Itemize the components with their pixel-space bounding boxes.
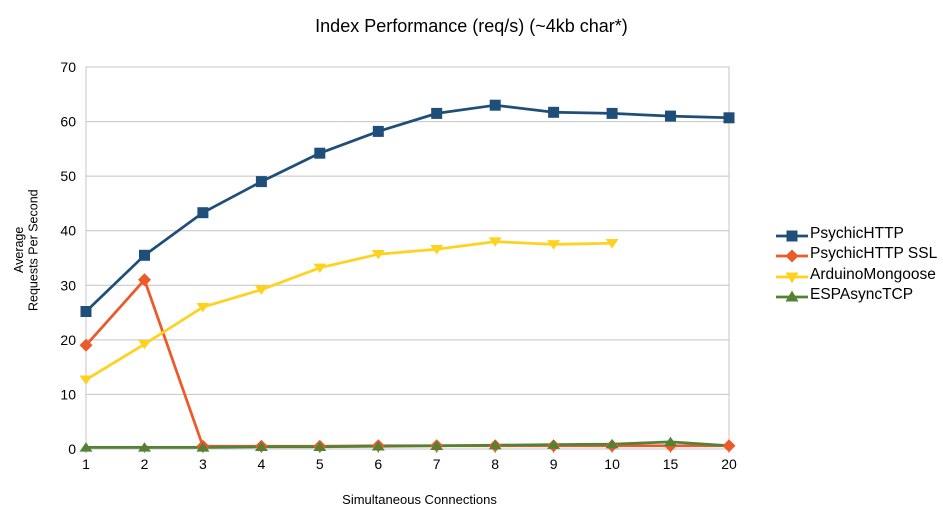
svg-text:0: 0 (68, 441, 76, 457)
svg-text:10: 10 (60, 386, 76, 402)
svg-text:7: 7 (433, 456, 441, 472)
svg-text:50: 50 (60, 168, 76, 184)
svg-text:1: 1 (82, 456, 90, 472)
svg-text:40: 40 (60, 223, 76, 239)
svg-text:2: 2 (141, 456, 149, 472)
svg-text:3: 3 (199, 456, 207, 472)
svg-text:4: 4 (258, 456, 266, 472)
svg-text:60: 60 (60, 114, 76, 130)
svg-text:10: 10 (604, 456, 620, 472)
svg-text:6: 6 (374, 456, 382, 472)
svg-text:5: 5 (316, 456, 324, 472)
svg-text:20: 20 (721, 456, 737, 472)
svg-text:15: 15 (663, 456, 679, 472)
svg-text:30: 30 (60, 277, 76, 293)
svg-text:70: 70 (60, 59, 76, 75)
svg-text:8: 8 (491, 456, 499, 472)
svg-text:9: 9 (550, 456, 558, 472)
svg-text:20: 20 (60, 332, 76, 348)
